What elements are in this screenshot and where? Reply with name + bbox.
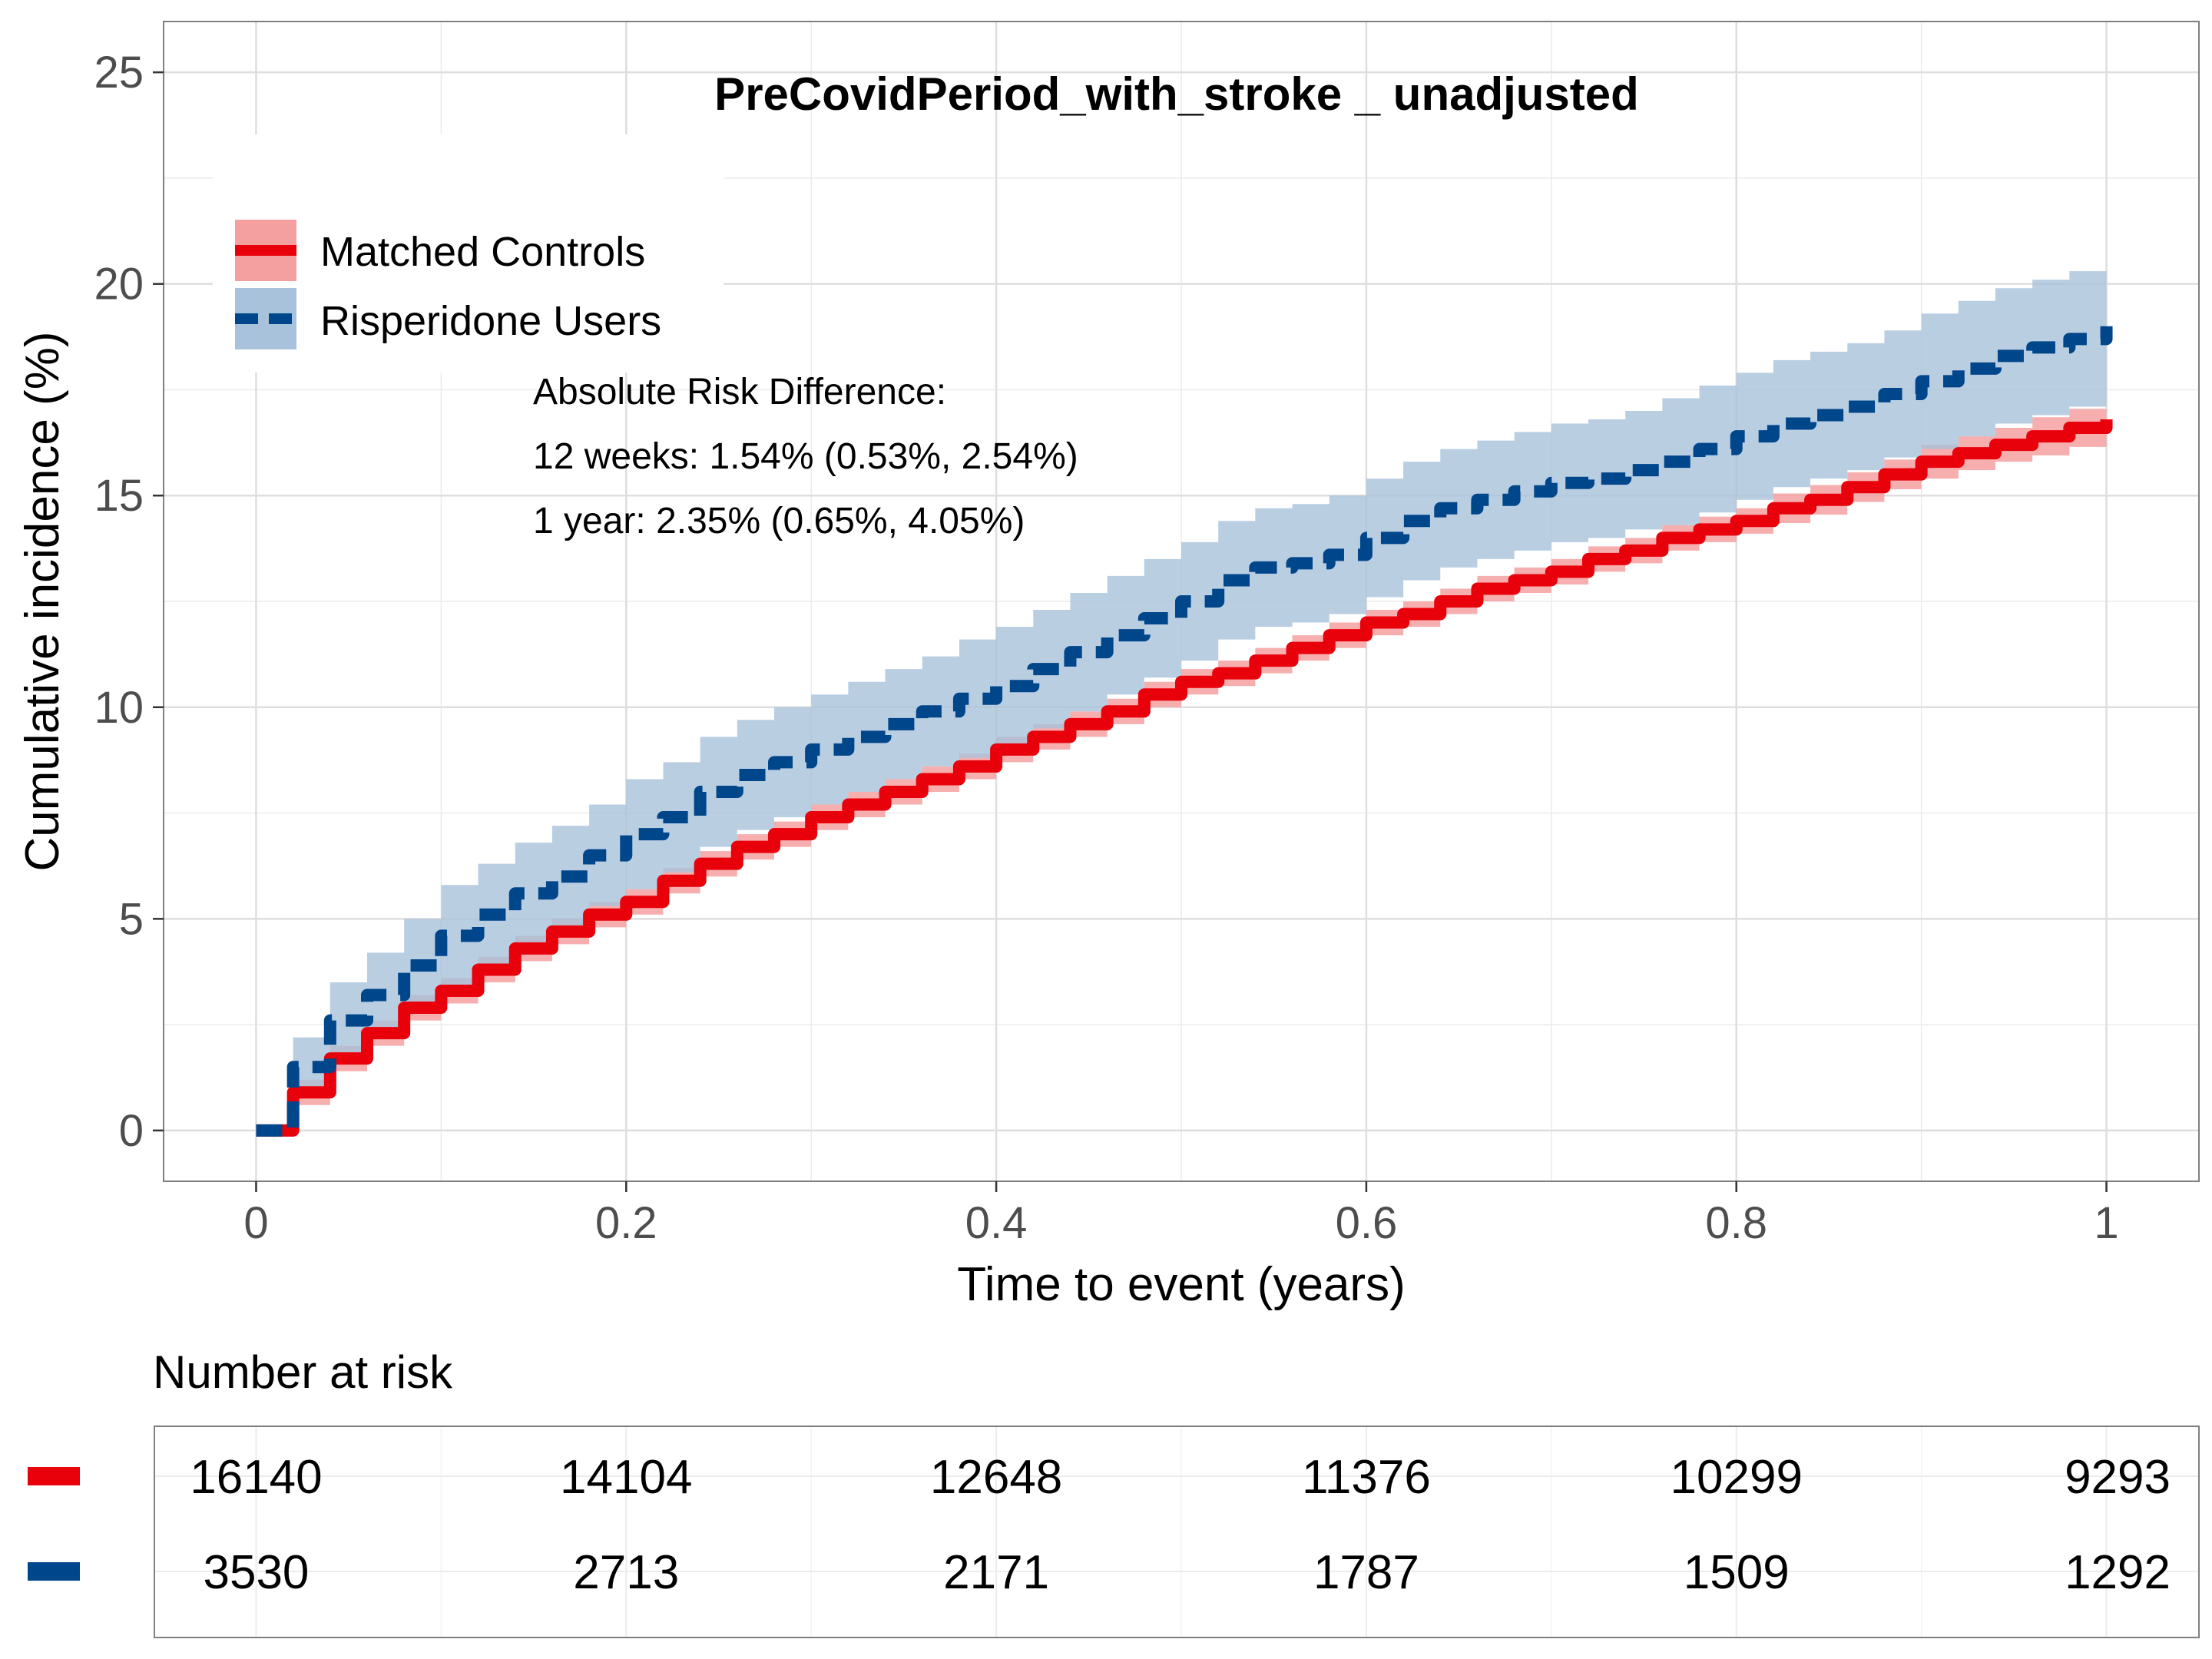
risk-table-cell: 2713 — [573, 1546, 679, 1599]
risk-table-cells: 16140 14104 12648 11376 10299 9293 3530 2713 217… — [190, 1451, 2171, 1599]
x-axis: 0 0.2 0.4 0.6 0.8 1 — [243, 1181, 2119, 1248]
y-tick-label: 10 — [94, 683, 144, 733]
y-axis: 0 5 10 15 20 25 — [94, 48, 164, 1156]
x-tick-label: 0.6 — [1336, 1198, 1398, 1248]
risk-table-cell: 14104 — [560, 1451, 692, 1504]
risk-table-cell: 10299 — [1671, 1451, 1803, 1504]
annotation-heading: Absolute Risk Difference: — [533, 372, 946, 412]
y-tick-label: 15 — [94, 471, 144, 521]
x-axis-title: Time to event (years) — [957, 1258, 1405, 1311]
risk-table-cell: 12648 — [930, 1451, 1062, 1504]
legend: Matched Controls Risperidone Users — [213, 134, 724, 373]
x-tick-label: 0.4 — [965, 1198, 1028, 1248]
legend-label-matched-controls: Matched Controls — [320, 229, 645, 275]
y-axis-title: Cumulative incidence (%) — [16, 332, 69, 872]
series-lines — [256, 326, 2113, 1137]
x-tick-label: 1 — [2094, 1198, 2118, 1248]
risk-table-cell: 11376 — [1302, 1451, 1431, 1504]
risk-difference-annotation: Absolute Risk Difference: 12 weeks: 1.54… — [533, 372, 1078, 541]
risk-table-gridlines — [154, 1426, 2199, 1637]
risk-table: 16140 14104 12648 11376 10299 9293 3530 2713 217… — [154, 1426, 2200, 1638]
risk-table-cell: 1509 — [1684, 1546, 1790, 1599]
risk-table-cell: 1292 — [2065, 1546, 2171, 1599]
legend-item-risperidone-users: Risperidone Users — [235, 288, 661, 349]
risk-table-title: Number at risk — [153, 1346, 453, 1398]
risk-row-key — [28, 1467, 80, 1485]
risk-table-cell: 1787 — [1313, 1546, 1419, 1599]
y-tick-label: 25 — [94, 48, 144, 98]
risk-table-cell: 2171 — [943, 1546, 1049, 1599]
y-tick-label: 5 — [119, 894, 144, 944]
legend-item-matched-controls: Matched Controls — [235, 220, 645, 281]
series-line-risperidone-users — [256, 326, 2113, 1137]
annotation-12-weeks: 12 weeks: 1.54% (0.53%, 2.54%) — [533, 436, 1078, 477]
risk-table-cell: 9293 — [2065, 1451, 2171, 1504]
series-line-matched-controls — [256, 419, 2113, 1137]
chart-title: PreCovidPeriod_with_stroke _ unadjusted — [714, 68, 1639, 120]
risk-table-row-keys — [28, 1467, 80, 1581]
risk-table-cell: 3530 — [203, 1546, 309, 1599]
annotation-1-year: 1 year: 2.35% (0.65%, 4.05%) — [533, 501, 1025, 541]
y-tick-label: 20 — [94, 260, 144, 310]
risk-row-key — [28, 1562, 80, 1581]
x-tick-label: 0.8 — [1705, 1198, 1767, 1248]
x-tick-label: 0.2 — [595, 1198, 657, 1248]
main-plot-panel: PreCovidPeriod_with_stroke _ unadjusted … — [163, 21, 2200, 1182]
risk-table-cell: 16140 — [190, 1451, 322, 1504]
legend-label-risperidone-users: Risperidone Users — [320, 298, 661, 344]
y-tick-label: 0 — [119, 1106, 144, 1156]
x-tick-label: 0 — [243, 1198, 268, 1248]
